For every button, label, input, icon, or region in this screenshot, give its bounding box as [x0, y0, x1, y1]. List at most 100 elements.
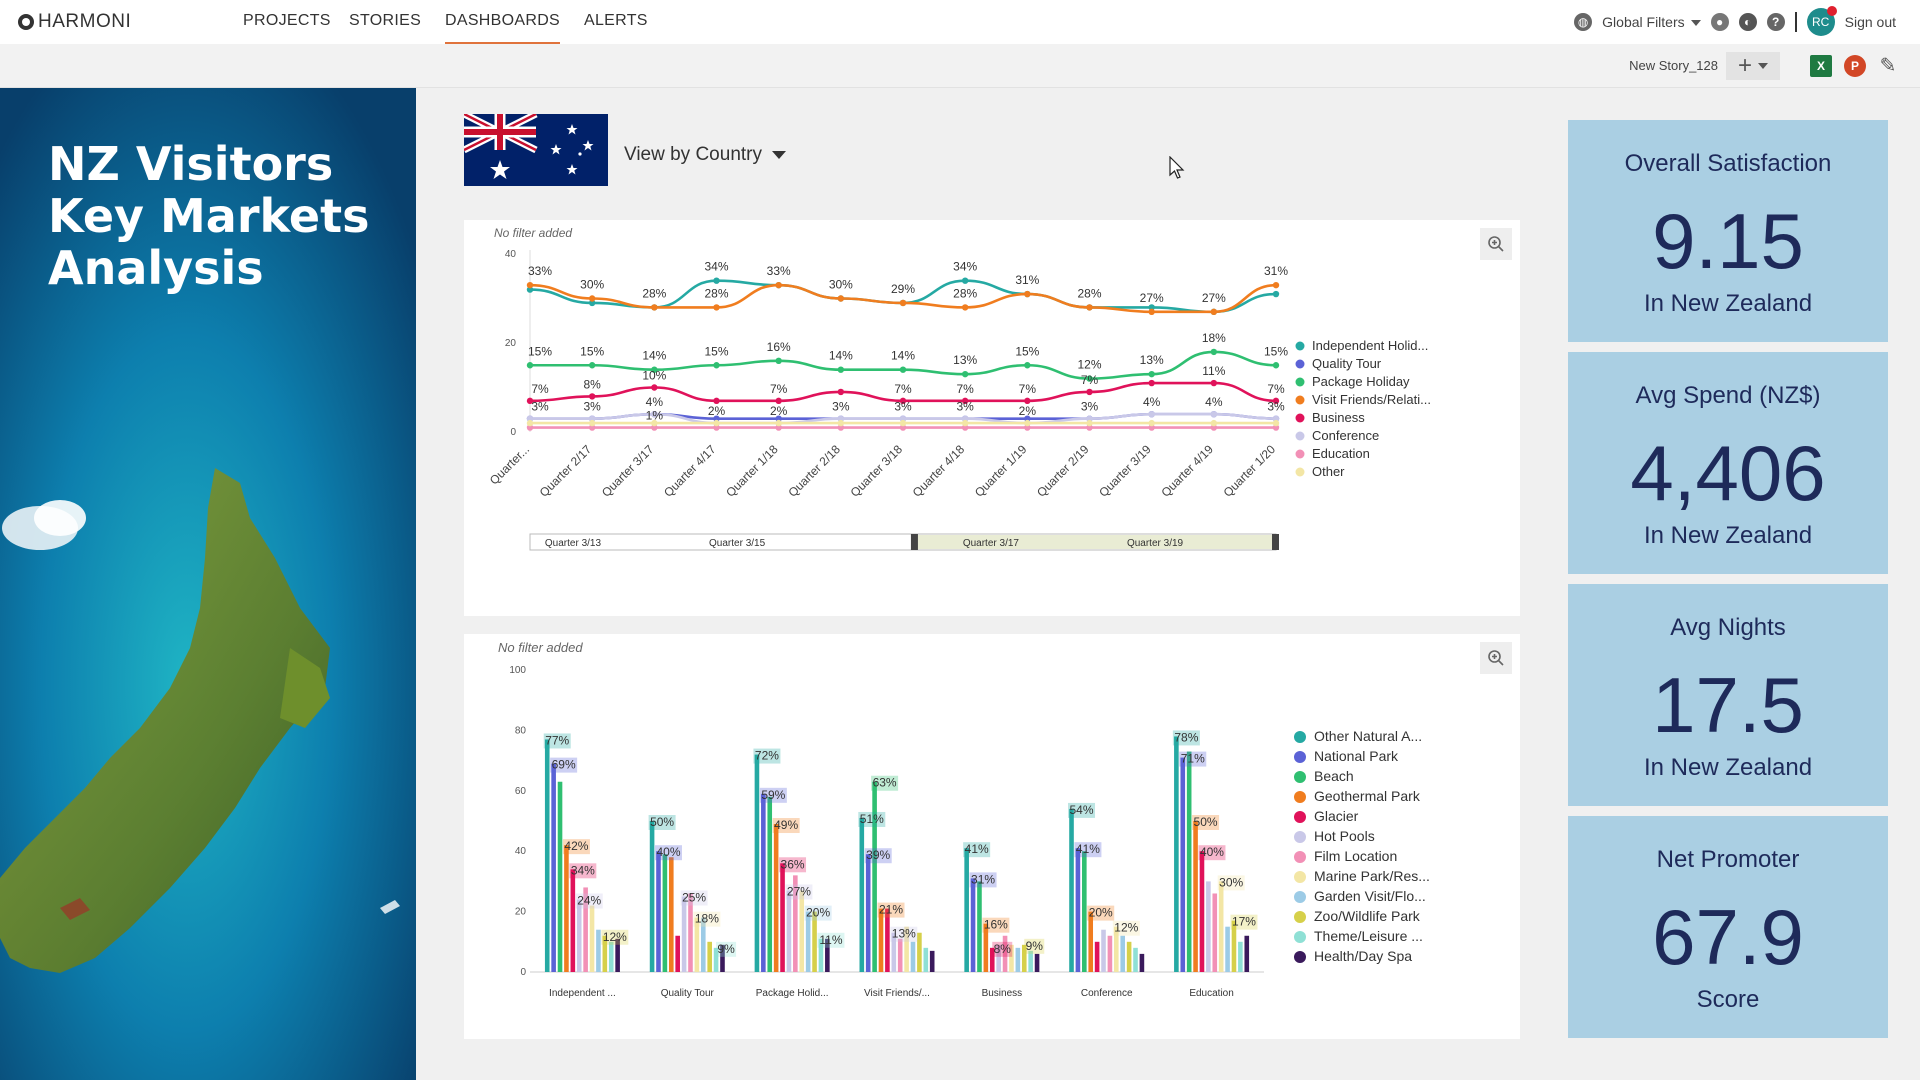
nav-dashboards[interactable]: DASHBOARDS — [445, 12, 561, 44]
series-point-7 — [1024, 419, 1031, 427]
series-point-0 — [713, 277, 720, 284]
edit-button[interactable]: ✎ — [1876, 54, 1900, 78]
bar — [1139, 953, 1145, 972]
add-button[interactable]: + — [1726, 52, 1780, 80]
data-label: 31% — [1015, 273, 1039, 287]
nav-stories[interactable]: STORIES — [349, 12, 422, 29]
bar — [1218, 881, 1224, 972]
series-point-5 — [588, 415, 596, 422]
story-toolbar: New Story_128 + X P ✎ — [0, 44, 1920, 88]
legend-entry: Glacier — [1314, 808, 1359, 824]
powerpoint-export-button[interactable]: P — [1844, 55, 1866, 77]
data-label: 4% — [646, 395, 664, 409]
data-label: 12% — [1114, 921, 1138, 935]
data-label: 20% — [1089, 906, 1113, 920]
bar-chart-zoom-button[interactable] — [1480, 642, 1512, 674]
eye-icon[interactable]: ● — [1710, 13, 1729, 31]
contrast-icon[interactable]: ◐ — [1738, 13, 1757, 31]
series-point-2 — [899, 366, 907, 373]
harmoni-logo[interactable]: HARMONI — [18, 11, 131, 33]
bar — [964, 848, 969, 972]
data-label: 77% — [545, 733, 569, 747]
data-label: 24% — [577, 894, 601, 908]
series-point-6 — [713, 424, 720, 431]
nav-alerts[interactable]: ALERTS — [584, 12, 648, 29]
kpi-overall-satisfaction: Overall Satisfaction 9.15 In New Zealand — [1568, 120, 1888, 342]
series-point-4 — [588, 393, 596, 400]
excel-icon: X — [1816, 59, 1825, 73]
series-point-6 — [961, 424, 969, 431]
bar — [780, 863, 785, 972]
data-label-background — [969, 872, 997, 888]
view-by-country-dropdown[interactable]: View by Country — [624, 144, 786, 166]
bar — [544, 739, 550, 972]
bar — [675, 935, 680, 972]
data-label: 7% — [1019, 382, 1037, 396]
series-point-4 — [1024, 397, 1031, 405]
global-filters-dropdown[interactable]: Global Filters — [1602, 14, 1701, 30]
kpi-value: 17.5 — [1652, 661, 1804, 749]
line-chart-zoom-button[interactable] — [1480, 228, 1512, 260]
series-point-1 — [1024, 415, 1031, 422]
legend-swatch — [1294, 951, 1306, 963]
bar — [1021, 944, 1027, 972]
series-point-6 — [775, 424, 782, 431]
series-point-5 — [899, 415, 907, 422]
data-label: 63% — [873, 776, 897, 790]
data-label: 78% — [1174, 730, 1198, 744]
bar — [865, 854, 871, 972]
data-label: 15% — [1264, 344, 1288, 358]
series-point-7 — [713, 419, 720, 427]
series-point-7 — [1148, 419, 1155, 427]
global-filters-label: Global Filters — [1602, 14, 1685, 30]
avatar[interactable]: RC — [1806, 6, 1837, 36]
bar — [1199, 851, 1205, 972]
series-point-2 — [713, 362, 720, 369]
data-label-background — [716, 941, 737, 957]
series-point-5 — [1086, 415, 1093, 422]
legend-swatch — [1295, 395, 1305, 405]
bar — [754, 754, 760, 972]
data-label-background — [992, 941, 1013, 957]
data-label: 30% — [1219, 875, 1243, 889]
data-label: 14% — [829, 349, 853, 363]
story-name[interactable]: New Story_128 — [1629, 58, 1718, 73]
bar — [799, 890, 805, 972]
x-tick-label: Quality Tour — [661, 988, 715, 999]
x-tick-label: Quarter 4/19 — [1158, 442, 1216, 500]
excel-export-button[interactable]: X — [1810, 55, 1832, 77]
bar — [793, 875, 798, 972]
legend-swatch — [1294, 911, 1306, 923]
help-icon[interactable]: ? — [1766, 13, 1785, 31]
series-point-3 — [526, 281, 534, 289]
data-label: 31% — [1264, 264, 1288, 278]
bar — [608, 941, 614, 972]
bar — [910, 941, 916, 972]
data-label: 50% — [1194, 815, 1218, 829]
y-tick-label: 0 — [520, 967, 526, 978]
legend-swatch — [1294, 891, 1306, 903]
data-label: 2% — [708, 404, 726, 418]
sign-out-link[interactable]: Sign out — [1844, 14, 1896, 30]
series-point-3 — [1272, 281, 1280, 289]
legend-swatch — [1294, 731, 1306, 743]
bar — [1212, 893, 1218, 972]
x-tick-label: Quarter 2/18 — [785, 442, 843, 500]
data-label: 28% — [704, 286, 728, 300]
legend-entry: Zoo/Wildlife Park — [1314, 908, 1421, 924]
data-label: 11% — [819, 933, 842, 947]
data-label-background — [890, 926, 918, 942]
data-label-background — [804, 905, 832, 921]
legend-entry: Business — [1312, 410, 1365, 425]
kpi-value: 9.15 — [1652, 197, 1804, 285]
bar — [662, 854, 668, 972]
bar — [583, 887, 588, 972]
series-point-2 — [775, 357, 782, 364]
data-label: 69% — [552, 758, 576, 772]
nav-projects[interactable]: PROJECTS — [243, 12, 331, 29]
series-point-7 — [588, 419, 596, 427]
data-label: 18% — [1202, 331, 1226, 345]
bar — [983, 923, 989, 972]
x-tick-label: Visit Friends/... — [864, 988, 930, 999]
series-point-2 — [1148, 370, 1155, 378]
